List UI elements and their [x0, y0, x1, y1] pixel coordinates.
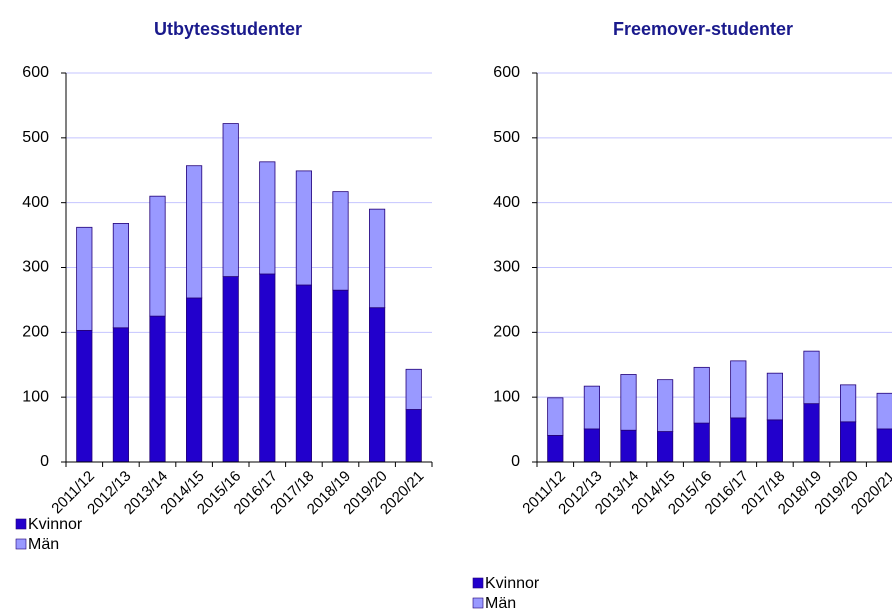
legend-swatch: [15, 518, 27, 530]
bar-segment: [693, 366, 710, 424]
bar-segment: [547, 397, 564, 436]
bar-segment: [332, 191, 349, 291]
bar-segment: [295, 170, 312, 286]
bar-segment: [803, 350, 820, 405]
legend-label: Män: [485, 595, 516, 612]
bar-segment: [186, 165, 203, 299]
y-tick-label: 200: [493, 324, 520, 341]
y-tick-label: 0: [511, 453, 520, 470]
y-tick-label: 300: [493, 259, 520, 276]
bar-segment: [259, 273, 276, 463]
bar-segment: [583, 385, 600, 430]
bar-segment: [730, 360, 747, 419]
legend-label: Kvinnor: [28, 516, 83, 533]
y-tick-label: 100: [493, 388, 520, 405]
bar-segment: [876, 392, 892, 430]
y-tick-label: 500: [22, 129, 49, 146]
bar-segment: [112, 223, 129, 329]
legend-label: Kvinnor: [485, 575, 540, 592]
bar-segment: [657, 431, 674, 463]
bar-segment: [840, 421, 857, 463]
bar-segment: [369, 208, 386, 309]
bar-segment: [295, 284, 312, 463]
y-tick-label: 400: [493, 194, 520, 211]
y-tick-label: 600: [22, 64, 49, 81]
bar-segment: [730, 417, 747, 463]
bar-segment: [405, 409, 422, 463]
chart-title: Utbytesstudenter: [154, 19, 302, 39]
bar-segment: [186, 297, 203, 463]
bar-segment: [766, 419, 783, 463]
y-tick-label: 500: [493, 129, 520, 146]
bar-segment: [76, 226, 93, 331]
bar-segment: [112, 327, 129, 463]
bar-segment: [620, 374, 637, 431]
bar-segment: [693, 422, 710, 463]
y-tick-label: 600: [493, 64, 520, 81]
y-tick-label: 100: [22, 388, 49, 405]
chart-title: Freemover-studenter: [613, 19, 793, 39]
y-tick-label: 0: [40, 453, 49, 470]
bar-segment: [149, 315, 166, 463]
y-tick-label: 400: [22, 194, 49, 211]
bar-segment: [657, 379, 674, 432]
bar-segment: [620, 429, 637, 463]
legend-swatch: [472, 597, 484, 609]
bar-segment: [369, 307, 386, 463]
legend-swatch: [472, 577, 484, 589]
bar-segment: [583, 428, 600, 463]
bar-segment: [222, 276, 239, 463]
bar-segment: [547, 435, 564, 463]
bar-segment: [259, 161, 276, 275]
bar-segment: [803, 403, 820, 463]
y-tick-label: 200: [22, 324, 49, 341]
y-tick-label: 300: [22, 259, 49, 276]
bar-segment: [876, 428, 892, 463]
bar-segment: [766, 372, 783, 421]
bar-segment: [840, 384, 857, 423]
bar-segment: [332, 289, 349, 463]
bar-segment: [76, 329, 93, 463]
bar-segment: [222, 123, 239, 277]
legend-label: Män: [28, 536, 59, 553]
legend-swatch: [15, 538, 27, 550]
bar-segment: [149, 195, 166, 317]
bar-segment: [405, 368, 422, 410]
